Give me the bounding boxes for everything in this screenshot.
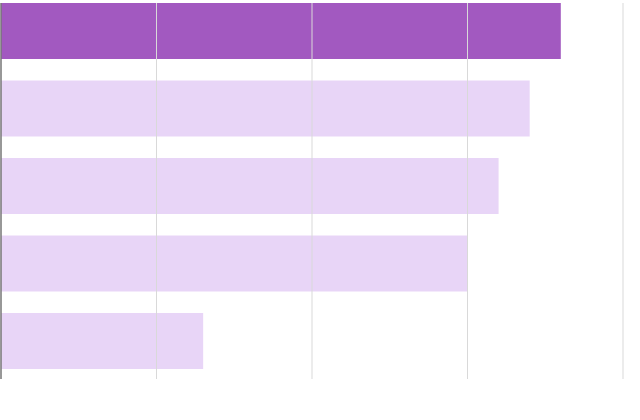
bar bbox=[1, 158, 499, 214]
bar bbox=[1, 80, 530, 137]
bar bbox=[1, 235, 468, 292]
bar bbox=[1, 3, 561, 59]
bar bbox=[1, 313, 204, 369]
